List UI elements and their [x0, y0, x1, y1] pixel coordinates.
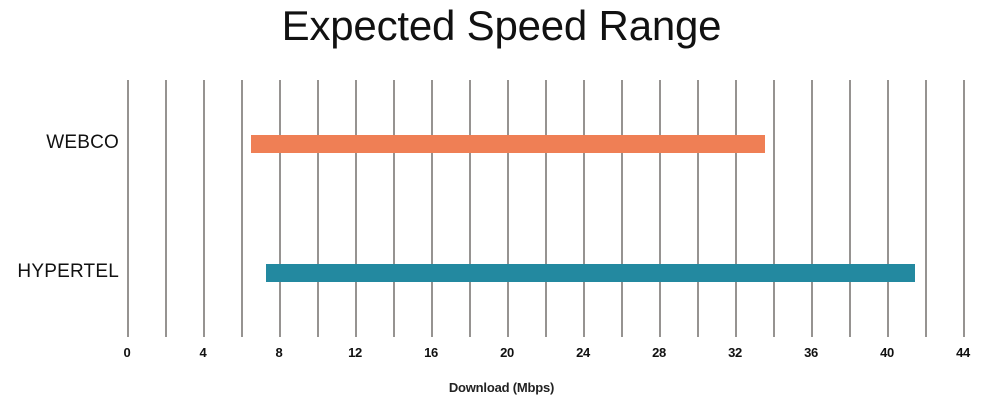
gridline	[811, 80, 813, 337]
x-tick-label: 32	[728, 345, 742, 360]
gridline	[925, 80, 927, 337]
gridline	[127, 80, 129, 337]
gridline	[431, 80, 433, 337]
x-tick-label: 8	[275, 345, 283, 360]
gridline	[697, 80, 699, 337]
x-axis-title: Download (Mbps)	[448, 380, 555, 395]
x-tick-label: 44	[956, 345, 970, 360]
x-tick-label: 0	[123, 345, 131, 360]
gridline	[963, 80, 965, 337]
x-tick-label: 16	[424, 345, 438, 360]
gridline	[659, 80, 661, 337]
category-label: HYPERTEL	[17, 260, 119, 282]
gridline	[545, 80, 547, 337]
gridline	[469, 80, 471, 337]
gridline	[317, 80, 319, 337]
gridline	[887, 80, 889, 337]
range-bar[interactable]	[250, 135, 766, 154]
x-tick-label: 24	[576, 345, 590, 360]
x-tick-label: 12	[348, 345, 362, 360]
category-label: WEBCO	[46, 132, 119, 154]
gridline	[203, 80, 205, 337]
x-tick-label: 4	[199, 345, 207, 360]
range-bar[interactable]	[265, 263, 916, 282]
x-tick-label: 20	[500, 345, 514, 360]
gridline	[241, 80, 243, 337]
gridline	[735, 80, 737, 337]
gridline	[507, 80, 509, 337]
gridline	[849, 80, 851, 337]
category-axis: WEBCO HYPERTEL	[0, 80, 119, 337]
gridline	[393, 80, 395, 337]
gridline	[621, 80, 623, 337]
chart-title: Expected Speed Range	[281, 2, 722, 49]
plot-area	[127, 80, 965, 337]
gridline	[773, 80, 775, 337]
x-tick-label: 36	[804, 345, 818, 360]
gridline	[165, 80, 167, 337]
x-axis-tick-labels: 0 4 8 12 16 20 24 28 32 36 40 44	[0, 345, 1003, 367]
gridline	[279, 80, 281, 337]
gridline	[355, 80, 357, 337]
gridline	[583, 80, 585, 337]
x-tick-label: 40	[880, 345, 894, 360]
x-tick-label: 28	[652, 345, 666, 360]
